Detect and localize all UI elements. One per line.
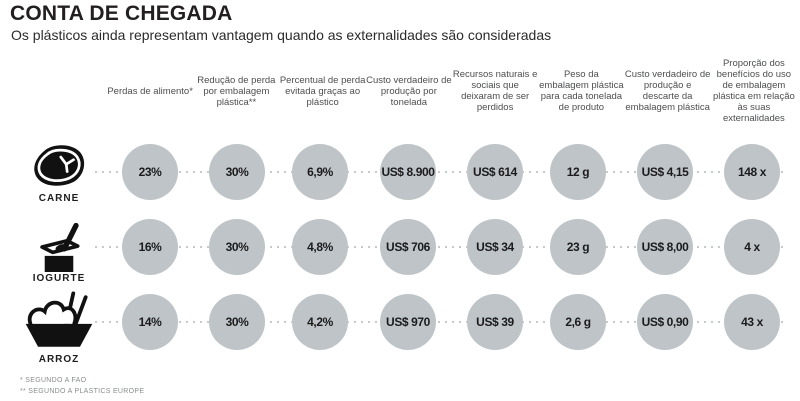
row-label: CARNE	[38, 193, 80, 204]
value-circle: US$ 39	[467, 294, 523, 350]
yogurt-cup-icon	[14, 222, 104, 272]
value-circle: US$ 8.900	[380, 144, 436, 200]
value-circle: 4 x	[724, 219, 780, 275]
table-row-carne: 23% 30% 6,9% US$ 8.900 US$ 614 12 g US$ …	[0, 144, 800, 200]
value-circle: 12 g	[550, 144, 606, 200]
column-header-custo-descarte: Custo verdadeiro de produção e descarte …	[624, 69, 711, 113]
table-row-arroz: 14% 30% 4,2% US$ 970 US$ 39 2,6 g US$ 0,…	[0, 294, 800, 350]
column-header-peso: Peso da embalagem plástica para cada ton…	[539, 69, 624, 113]
value-circle: 30%	[209, 144, 265, 200]
row-label-iogurte: IOGURTE	[14, 222, 104, 284]
value-circle: 4,2%	[292, 294, 348, 350]
value-circle: 16%	[122, 219, 178, 275]
value-circle: 148 x	[724, 144, 780, 200]
column-header-recursos: Recursos naturais e sociais que deixaram…	[452, 69, 538, 113]
row-label: IOGURTE	[32, 273, 86, 284]
value-circle: 30%	[209, 219, 265, 275]
rice-bowl-icon	[14, 289, 104, 353]
column-header-reducao: Redução de perda por embalagem plástica*…	[197, 74, 276, 108]
row-label: ARROZ	[38, 354, 80, 365]
value-circle: US$ 614	[467, 144, 523, 200]
value-circle: 6,9%	[292, 144, 348, 200]
page-subtitle: Os plásticos ainda representam vantagem …	[11, 27, 552, 43]
value-circle: 43 x	[724, 294, 780, 350]
meat-steak-icon	[14, 142, 104, 192]
value-circle: US$ 706	[380, 219, 436, 275]
column-header-custo-producao: Custo verdadeiro de produção por tonelad…	[366, 74, 452, 108]
dotted-connector	[95, 171, 785, 173]
value-circle: 23 g	[550, 219, 606, 275]
value-circle: US$ 970	[380, 294, 436, 350]
value-circle: 4,8%	[292, 219, 348, 275]
value-circle: 2,6 g	[550, 294, 606, 350]
row-label-carne: CARNE	[14, 142, 104, 204]
column-header-percentual: Percentual de perda evitada graças ao pl…	[279, 74, 366, 108]
column-headers: Perdas de alimento* Redução de perda por…	[107, 46, 797, 136]
footnote-plastics-europe: ** SEGUNDO A PLASTICS EUROPE	[20, 388, 145, 395]
table-row-iogurte: 16% 30% 4,8% US$ 706 US$ 34 23 g US$ 8,0…	[0, 219, 800, 275]
column-header-perdas: Perdas de alimento*	[107, 85, 193, 97]
footnote-fao: * SEGUNDO A FAO	[20, 377, 87, 384]
column-header-proporcao: Proporção dos benefícios do uso de embal…	[712, 58, 795, 124]
row-label-arroz: ARROZ	[14, 289, 104, 365]
value-circle: 14%	[122, 294, 178, 350]
value-circle: US$ 8,00	[637, 219, 693, 275]
page-title: CONTA DE CHEGADA	[10, 2, 233, 25]
value-circle: 23%	[122, 144, 178, 200]
value-circle: US$ 0,90	[637, 294, 693, 350]
dotted-connector	[95, 321, 785, 323]
value-circle: US$ 34	[467, 219, 523, 275]
value-circle: US$ 4,15	[637, 144, 693, 200]
dotted-connector	[95, 246, 785, 248]
value-circle: 30%	[209, 294, 265, 350]
